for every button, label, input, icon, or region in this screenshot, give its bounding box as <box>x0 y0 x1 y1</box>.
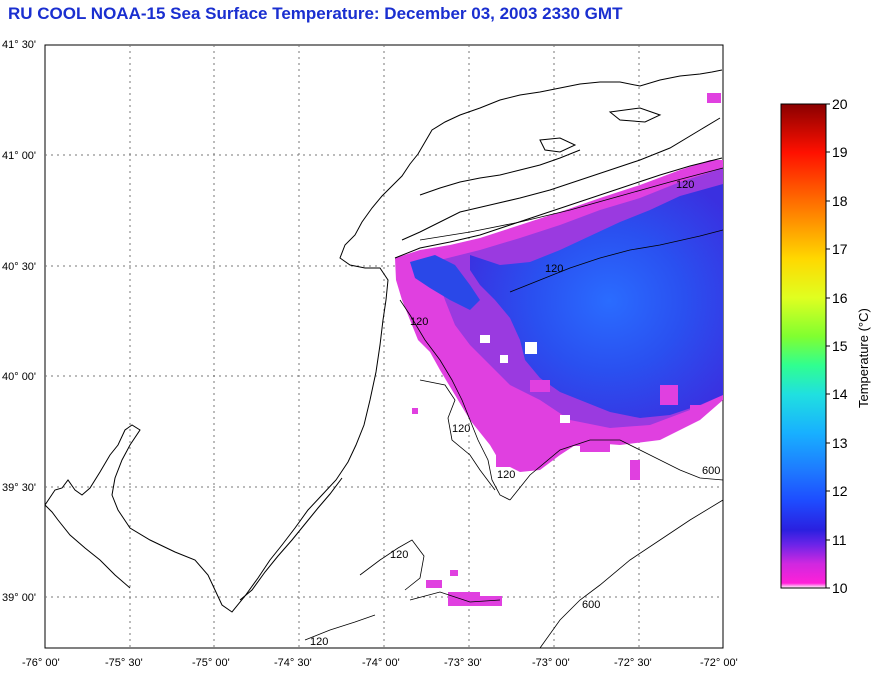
isobath-label: 600 <box>702 465 720 477</box>
lon-label: -73° 00' <box>532 657 570 669</box>
isobath-label: 120 <box>410 316 428 328</box>
sst-blue-region <box>470 184 723 418</box>
isobath-label: 120 <box>390 549 408 561</box>
lat-label: 41° 30' <box>2 39 36 51</box>
lon-label: -75° 00' <box>192 657 230 669</box>
lon-label: -76° 00' <box>22 657 60 669</box>
isobaths <box>304 167 724 649</box>
lon-label: -74° 00' <box>362 657 400 669</box>
colorbar-title: Temperature (°C) <box>856 308 871 408</box>
colorbar-gradient <box>780 103 827 589</box>
lat-label: 40° 00' <box>2 371 36 383</box>
colorbar-tick-label: 15 <box>832 338 848 354</box>
colorbar-tick-label: 13 <box>832 435 848 451</box>
isobath-label: 120 <box>452 423 470 435</box>
lat-label: 41° 00' <box>2 150 36 162</box>
colorbar-tick-label: 14 <box>832 386 848 402</box>
colorbar-tick-label: 11 <box>832 532 847 548</box>
lon-label: -72° 00' <box>700 657 738 669</box>
isobath-label: 120 <box>497 469 515 481</box>
latitude-labels: 41° 30' 41° 00' 40° 30' 40° 00' 39° 30' … <box>2 39 36 604</box>
lon-label: -72° 30' <box>614 657 652 669</box>
lat-label: 39° 30' <box>2 482 36 494</box>
sst-nearshore-blue <box>410 255 480 310</box>
longitude-labels: -76° 00' -75° 30' -75° 00' -74° 30' -74°… <box>22 657 738 669</box>
colorbar-ticks <box>826 103 830 589</box>
colorbar <box>780 103 830 589</box>
coastline <box>44 69 723 613</box>
sst-gaps <box>480 335 570 423</box>
colorbar-tick-label: 12 <box>832 483 848 499</box>
colorbar-tick-label: 17 <box>832 241 848 257</box>
isobath-label: 120 <box>545 263 563 275</box>
lat-label: 40° 30' <box>2 261 36 273</box>
lon-label: -73° 30' <box>444 657 482 669</box>
isobath-label: 600 <box>582 599 600 611</box>
isobath-label: 120 <box>310 636 328 648</box>
isobath-label: 120 <box>676 179 694 191</box>
colorbar-tick-label: 10 <box>832 580 848 596</box>
colorbar-tick-label: 19 <box>832 144 848 160</box>
colorbar-tick-label: 16 <box>832 290 848 306</box>
lon-label: -74° 30' <box>274 657 312 669</box>
colorbar-tick-label: 20 <box>832 96 848 112</box>
colorbar-tick-label: 18 <box>832 193 848 209</box>
sst-imagery <box>395 93 723 606</box>
map-title: RU COOL NOAA-15 Sea Surface Temperature:… <box>8 4 623 23</box>
lat-label: 39° 00' <box>2 592 36 604</box>
sst-speckles <box>412 93 721 606</box>
isobath-labels: 120 120 120 120 120 120 120 600 600 <box>310 179 720 648</box>
lon-label: -75° 30' <box>105 657 143 669</box>
